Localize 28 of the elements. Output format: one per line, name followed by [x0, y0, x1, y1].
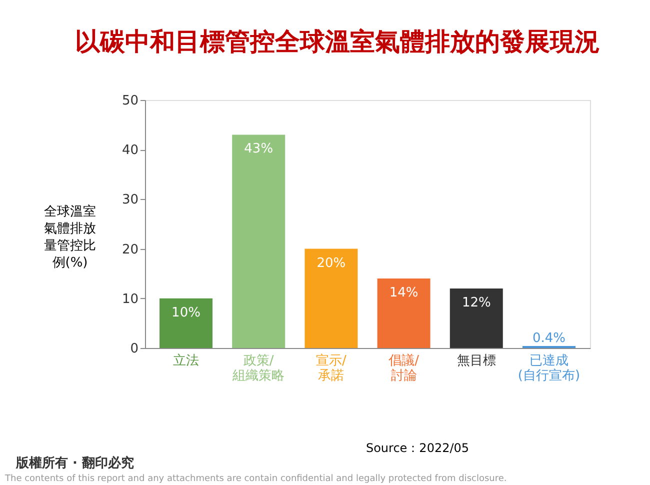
x-tick-label: 立法: [173, 352, 200, 368]
text: 版權所有 · 翻印必究: [15, 455, 134, 471]
data-label: 10%: [172, 305, 200, 320]
y-axis-title: 全球溫室氣體排放量管控比例(%): [44, 204, 96, 271]
y-tick-label: 50: [122, 94, 138, 108]
x-tick-label: 無目標: [456, 354, 496, 368]
x-tick-label: 已達成 (自行宣布): [518, 354, 580, 384]
data-label: 43%: [244, 142, 274, 157]
bar: [450, 288, 503, 348]
chart-title: 以碳中和目標管控全球溫室氣體排放的發展現況: [75, 27, 600, 56]
y-tick-label: 40: [122, 143, 138, 158]
bar: [377, 278, 430, 348]
bar: [304, 248, 358, 348]
data-label: 20%: [316, 256, 346, 271]
x-tick-label: 倡議/ 討論: [388, 354, 420, 384]
y-tick-label: 20: [122, 242, 138, 258]
bar: [232, 134, 286, 348]
data-label: 12%: [462, 295, 491, 310]
y-tick-label: 0: [130, 342, 138, 356]
data-label: 14%: [389, 286, 418, 301]
data-label: 0.4%: [532, 331, 566, 346]
text: The contents of this report and any attachments are contain confidential and legally protected from disclosure.: [4, 474, 507, 484]
bar: [160, 298, 213, 348]
x-tick-label: 政策/ 組織策略: [232, 354, 285, 384]
y-tick-label: 10: [122, 292, 138, 307]
source-note: Source：2022/05: [366, 441, 470, 455]
y-tick-label: 30: [122, 192, 138, 208]
x-tick-label: 宣示/ 承諾: [316, 352, 348, 384]
